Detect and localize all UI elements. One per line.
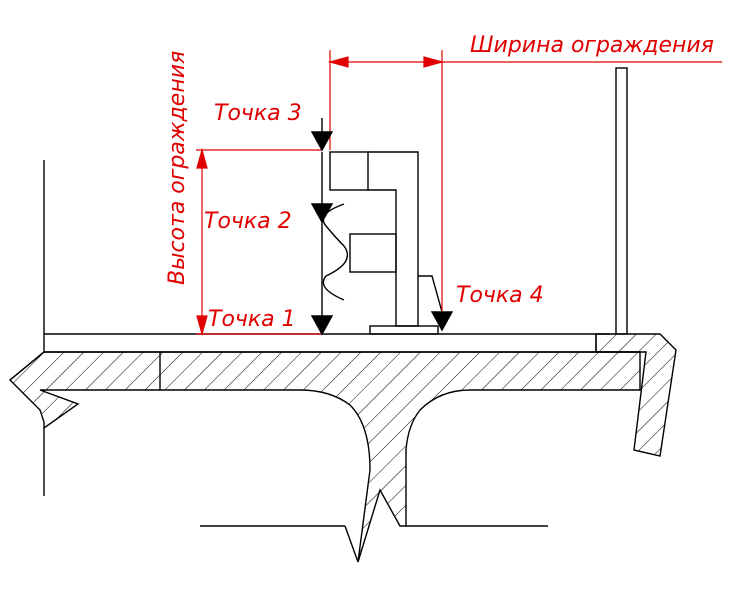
width-dimension [327, 50, 722, 330]
height-dimension [196, 147, 322, 337]
point-markers [310, 118, 454, 336]
point2-arrow [310, 203, 334, 224]
point1-label: Точка 1 [208, 307, 296, 332]
point2-label: Точка 2 [204, 209, 292, 234]
point3-arrow [310, 131, 334, 152]
point1-arrow [310, 315, 334, 336]
width-label: Ширина ограждения [470, 33, 714, 58]
barrier [321, 151, 443, 335]
point4-label: Точка 4 [456, 283, 544, 308]
deck-slab [8, 351, 641, 563]
height-label: Высота ограждения [165, 51, 190, 285]
railing-post [615, 67, 628, 335]
cornice [595, 333, 677, 457]
point4-arrow [430, 311, 454, 332]
point3-label: Точка 3 [214, 101, 302, 126]
deck-surface [9, 160, 640, 563]
